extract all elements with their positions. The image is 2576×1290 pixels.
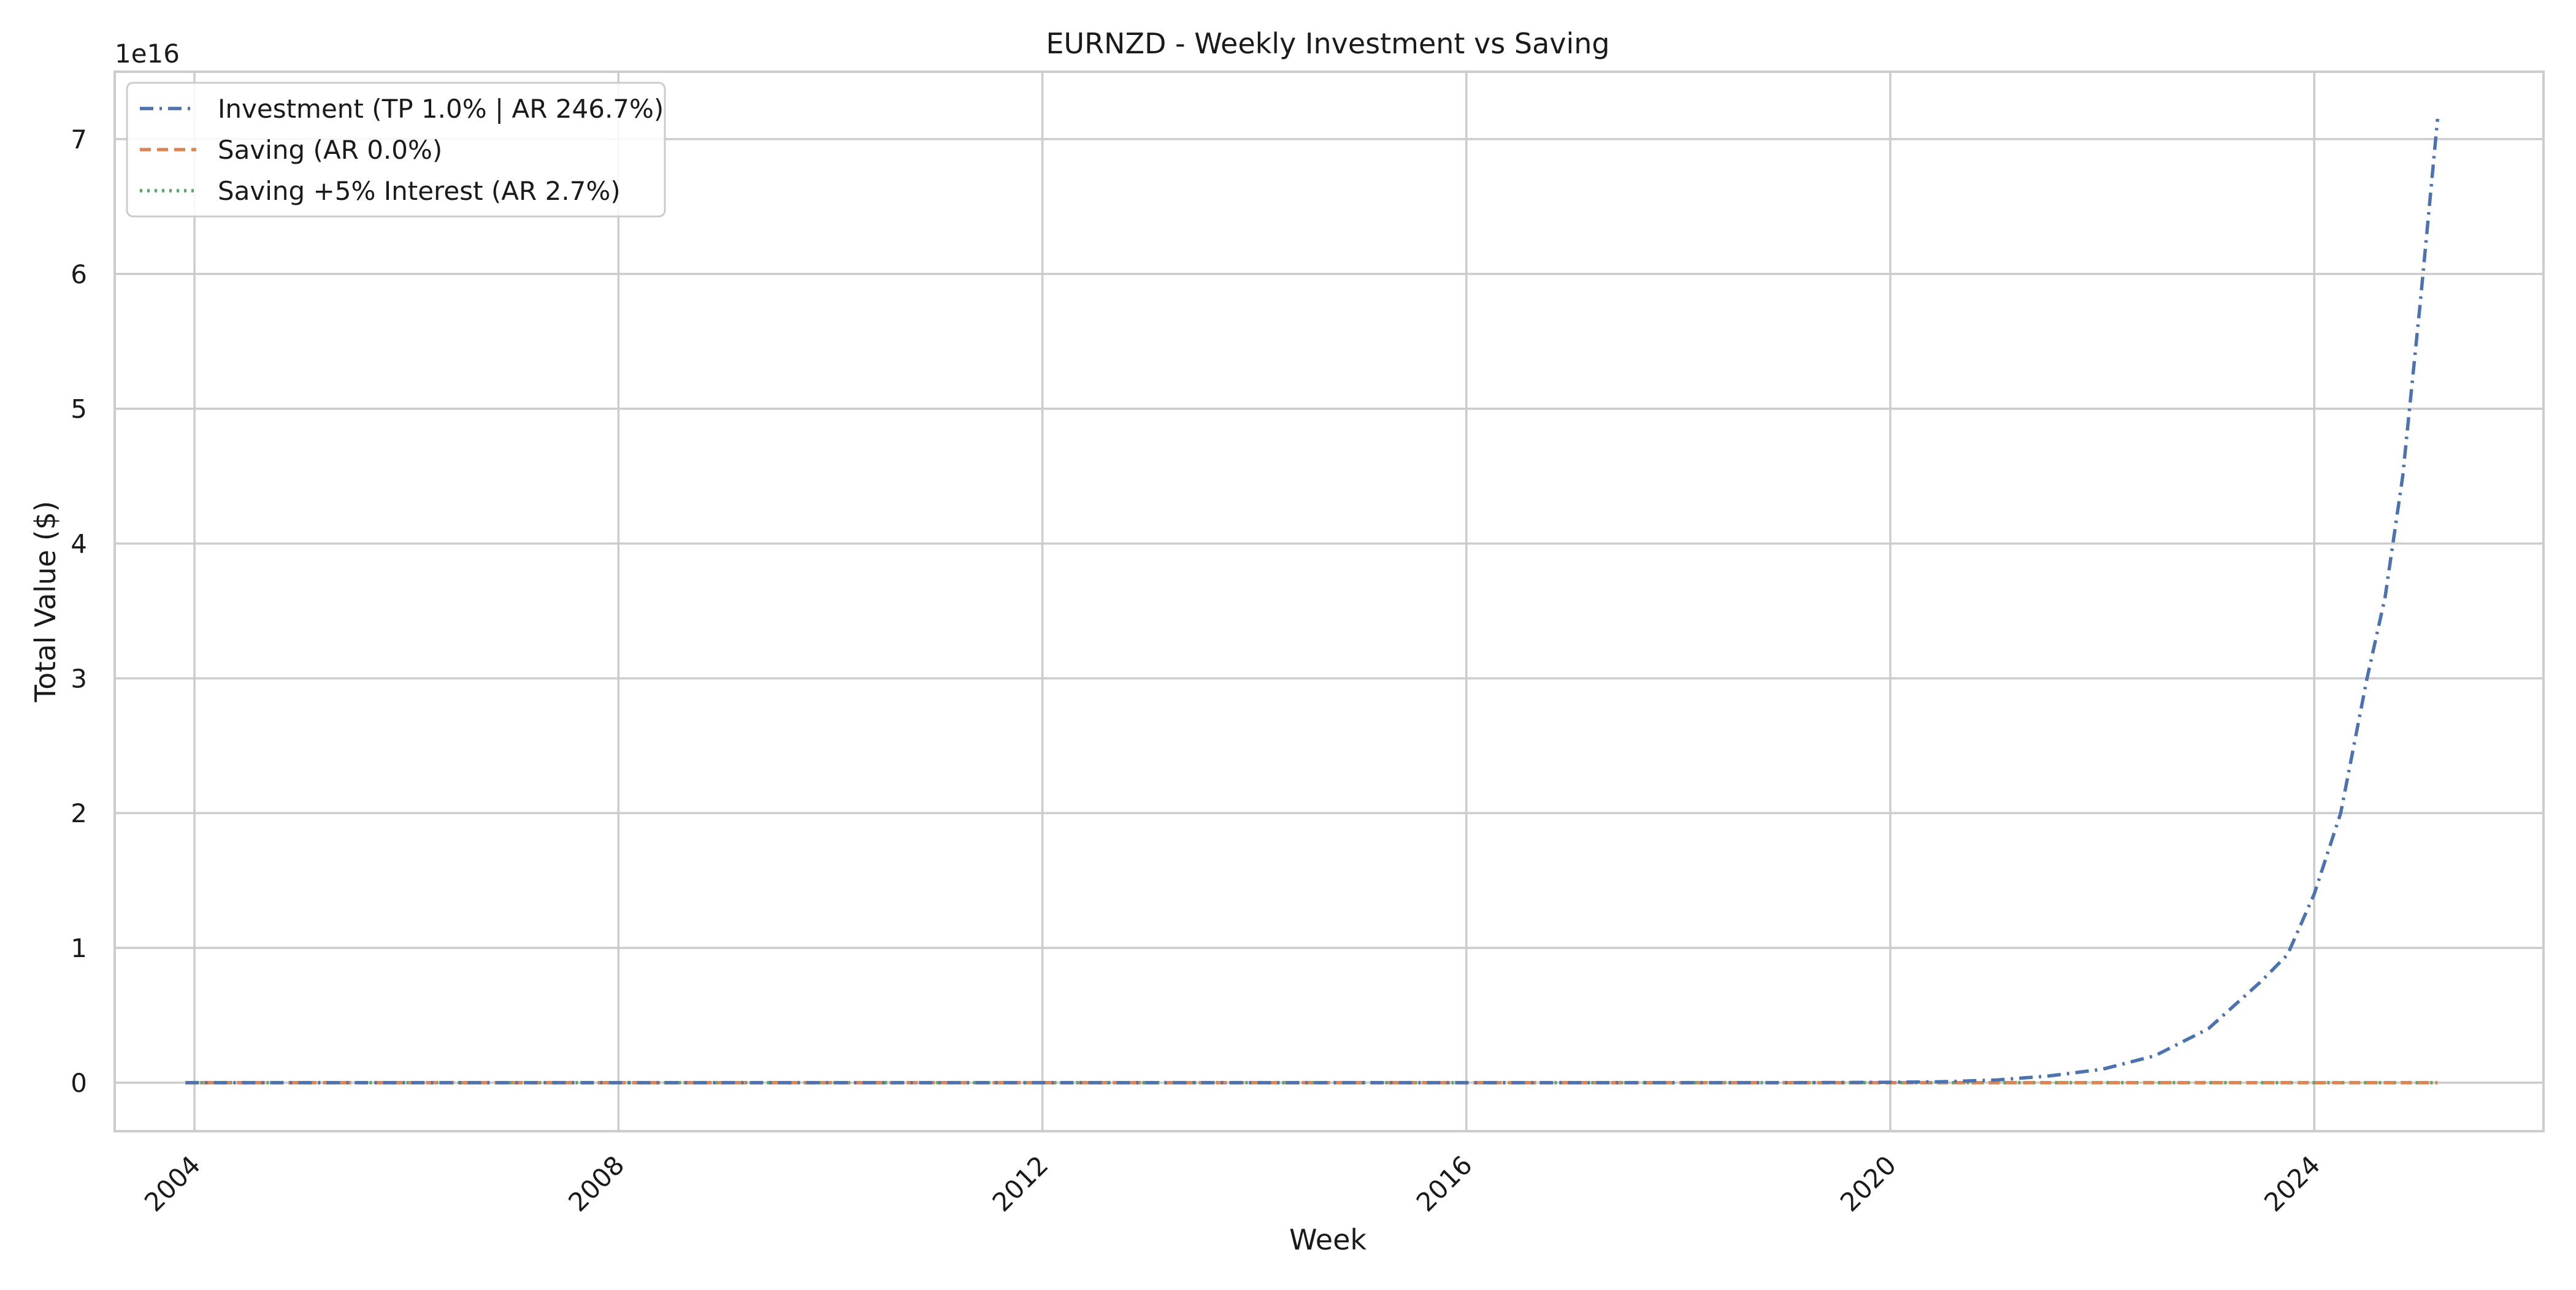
x-tick-label: 2012 (986, 1150, 1054, 1217)
tick-layer: 2004 2008 2012 2016 2020 2024 0 1 2 3 4 5 6 7 (71, 124, 2326, 1218)
x-tick-label: 2008 (562, 1150, 630, 1217)
y-tick-label: 1 (71, 933, 87, 963)
y-tick-label: 6 (71, 259, 87, 289)
plot-frame (113, 71, 2545, 1132)
grid-layer (115, 72, 2543, 1131)
series-line-0 (185, 118, 2440, 1085)
chart-title: EURNZD - Weekly Investment vs Saving (1046, 27, 1609, 60)
x-tick-label: 2016 (1411, 1150, 1478, 1217)
y-tick-label: 5 (71, 394, 87, 424)
y-tick-label: 3 (71, 663, 87, 693)
y-tick-label: 7 (71, 124, 87, 155)
series-layer (185, 118, 2440, 1085)
legend: Investment (TP 1.0% | AR 246.7%) Saving (… (126, 82, 666, 218)
legend-label-1: Saving (AR 0.0%) (218, 135, 442, 165)
x-tick-label: 2004 (139, 1150, 206, 1217)
y-tick-label: 4 (71, 529, 87, 559)
legend-label-0: Investment (TP 1.0% | AR 246.7%) (218, 94, 664, 124)
x-tick-label: 2020 (1834, 1150, 1902, 1217)
legend-label-2: Saving +5% Interest (AR 2.7%) (218, 176, 621, 206)
x-tick-label: 2024 (2258, 1150, 2326, 1217)
y-tick-label: 2 (71, 798, 87, 828)
x-axis-label: Week (1289, 1223, 1367, 1256)
y-axis-label: Total Value ($) (29, 501, 62, 703)
y-tick-label: 0 (71, 1068, 87, 1098)
legend-items: Investment (TP 1.0% | AR 246.7%) Saving (… (140, 94, 664, 206)
legend-box (126, 82, 666, 218)
y-offset-text: 1e16 (115, 39, 180, 69)
